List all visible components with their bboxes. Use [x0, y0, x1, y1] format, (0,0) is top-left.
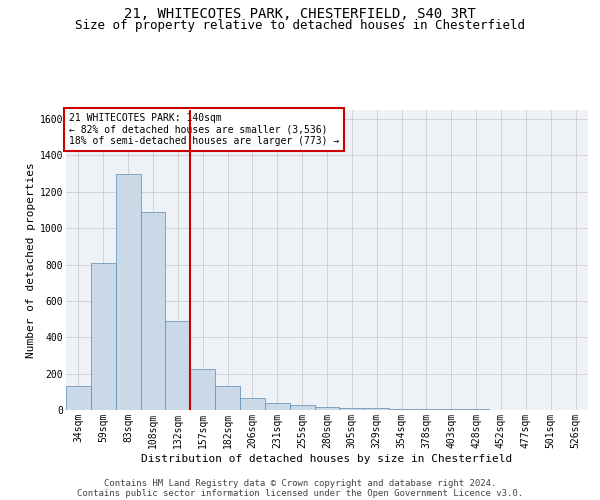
- Bar: [340, 408, 364, 410]
- Bar: [389, 408, 414, 410]
- Text: Size of property relative to detached houses in Chesterfield: Size of property relative to detached ho…: [75, 18, 525, 32]
- Bar: [215, 386, 240, 410]
- Text: 21, WHITECOTES PARK, CHESTERFIELD, S40 3RT: 21, WHITECOTES PARK, CHESTERFIELD, S40 3…: [124, 8, 476, 22]
- Bar: [414, 409, 439, 410]
- Text: Contains public sector information licensed under the Open Government Licence v3: Contains public sector information licen…: [77, 488, 523, 498]
- Bar: [91, 262, 116, 410]
- Bar: [314, 408, 340, 410]
- Bar: [240, 398, 265, 410]
- Bar: [265, 402, 290, 410]
- Y-axis label: Number of detached properties: Number of detached properties: [26, 162, 35, 358]
- Bar: [166, 321, 190, 410]
- Text: 21 WHITECOTES PARK: 140sqm
← 82% of detached houses are smaller (3,536)
18% of s: 21 WHITECOTES PARK: 140sqm ← 82% of deta…: [68, 113, 339, 146]
- Bar: [190, 369, 215, 410]
- Bar: [116, 174, 140, 410]
- Text: Contains HM Land Registry data © Crown copyright and database right 2024.: Contains HM Land Registry data © Crown c…: [104, 478, 496, 488]
- Bar: [290, 406, 314, 410]
- Bar: [364, 408, 389, 410]
- Bar: [140, 212, 166, 410]
- Bar: [66, 386, 91, 410]
- X-axis label: Distribution of detached houses by size in Chesterfield: Distribution of detached houses by size …: [142, 454, 512, 464]
